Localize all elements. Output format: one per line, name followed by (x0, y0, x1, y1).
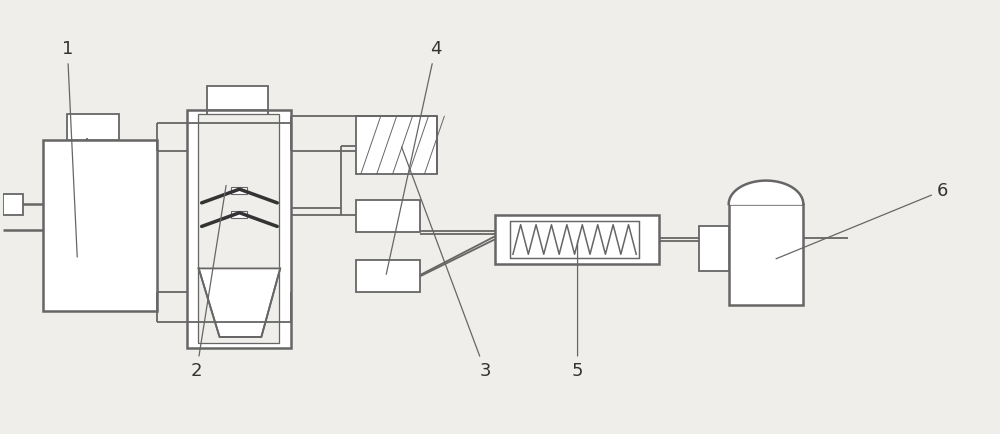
Text: 5: 5 (572, 241, 583, 379)
Bar (510, 221, 639, 258)
Text: 4: 4 (386, 40, 441, 274)
Bar (729, 204, 803, 305)
Text: 1: 1 (62, 40, 77, 257)
Bar (3, 194, 23, 215)
Bar (67, 114, 119, 140)
Bar (187, 110, 291, 348)
Polygon shape (729, 181, 803, 204)
Bar (495, 215, 659, 264)
Bar (231, 211, 247, 218)
Bar (356, 200, 420, 232)
Bar (43, 140, 157, 311)
Bar (356, 260, 420, 292)
Text: 6: 6 (776, 181, 948, 259)
Polygon shape (199, 268, 280, 337)
Bar (207, 86, 268, 110)
Bar (699, 226, 729, 270)
Bar (231, 187, 247, 194)
Bar (198, 114, 279, 343)
Bar (356, 116, 437, 174)
Text: 3: 3 (402, 147, 491, 379)
Text: 2: 2 (191, 185, 226, 379)
